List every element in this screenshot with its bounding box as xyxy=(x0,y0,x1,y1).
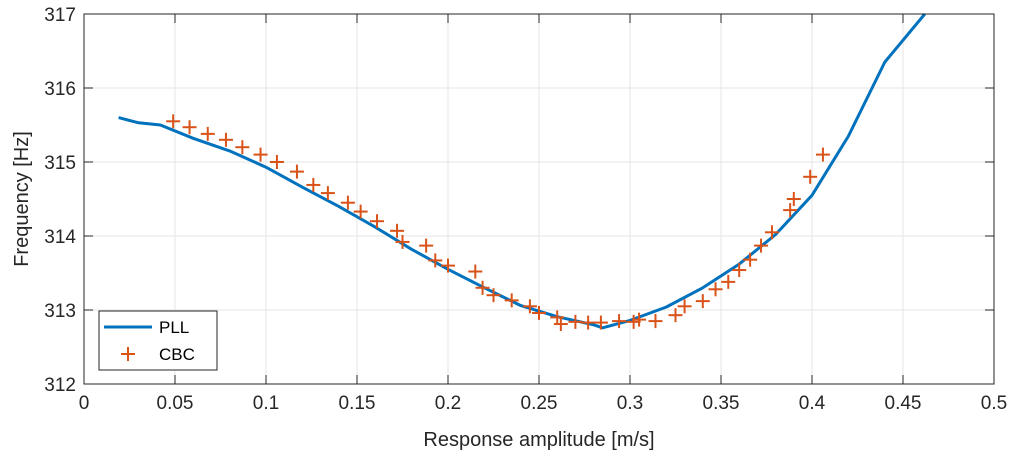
x-tick-label: 0.05 xyxy=(157,393,194,414)
series-cbc-point xyxy=(504,293,519,308)
x-tick-label: 0.4 xyxy=(799,393,826,414)
series-cbc-point xyxy=(632,312,647,327)
series-cbc-point xyxy=(708,282,723,297)
legend-cbc-swatch xyxy=(121,347,135,361)
series-cbc-point xyxy=(581,315,596,330)
series-cbc-point xyxy=(306,177,321,192)
series-cbc-point xyxy=(695,294,710,309)
x-axis-title: Response amplitude [m/s] xyxy=(423,429,654,451)
x-tick-label: 0.3 xyxy=(617,393,643,414)
series-cbc-point xyxy=(743,252,758,267)
series-cbc-point xyxy=(783,203,798,218)
series-cbc-point xyxy=(419,238,434,253)
y-tick-label: 317 xyxy=(44,5,76,26)
series-cbc-point xyxy=(721,274,736,289)
series-cbc-point xyxy=(390,223,405,238)
x-tick-label: 0.15 xyxy=(339,393,376,414)
series-cbc-point xyxy=(553,317,568,332)
series-cbc-point xyxy=(786,192,801,206)
series-cbc-point xyxy=(486,288,501,303)
legend: PLL CBC xyxy=(98,310,218,371)
series-cbc-point xyxy=(815,147,830,162)
series-cbc-point xyxy=(532,305,546,320)
y-axis-title: Frequency [Hz] xyxy=(11,131,33,267)
series-cbc-point xyxy=(353,204,368,219)
series-cbc-point xyxy=(182,120,197,135)
series-cbc-point xyxy=(269,155,284,169)
series-cbc-markers xyxy=(166,114,830,332)
series-cbc-point xyxy=(289,164,304,179)
series-cbc-point xyxy=(764,225,779,240)
series-pll-line xyxy=(118,13,926,330)
y-tick-label: 316 xyxy=(44,79,76,100)
y-tick-labels: 312 313 314 315 316 317 xyxy=(44,5,76,396)
series-cbc-point xyxy=(568,314,583,329)
plot-content xyxy=(118,13,926,332)
y-tick-label: 313 xyxy=(44,301,76,322)
series-cbc-point xyxy=(395,234,410,249)
series-cbc-point xyxy=(428,253,443,268)
legend-box xyxy=(98,310,218,371)
x-tick-labels: 0 0.05 0.1 0.15 0.2 0.25 0.3 0.35 0.4 0.45 0.5 xyxy=(79,393,1008,414)
series-cbc-point xyxy=(803,169,818,184)
series-cbc-point xyxy=(612,314,627,329)
series-cbc-point xyxy=(253,147,268,162)
ticks xyxy=(83,13,995,385)
x-tick-label: 0 xyxy=(79,393,90,414)
x-tick-label: 0.45 xyxy=(885,393,922,414)
series-cbc-point xyxy=(550,310,565,325)
series-cbc-point xyxy=(732,263,747,278)
series-cbc-point xyxy=(648,314,663,329)
series-cbc-point xyxy=(370,214,385,229)
series-cbc-point xyxy=(320,186,335,201)
series-cbc-point xyxy=(200,126,215,141)
y-tick-label: 312 xyxy=(44,375,76,396)
legend-pll-label: PLL xyxy=(159,318,189,337)
series-cbc-point xyxy=(340,195,355,210)
x-tick-label: 0.2 xyxy=(435,393,461,414)
series-cbc-point xyxy=(235,140,250,155)
x-tick-label: 0.5 xyxy=(981,393,1007,414)
series-cbc-point xyxy=(677,299,692,314)
series-cbc-point xyxy=(754,238,769,253)
series-cbc-point xyxy=(475,280,490,295)
series-cbc-point xyxy=(593,315,608,330)
series-cbc-point xyxy=(441,258,455,273)
x-tick-label: 0.25 xyxy=(521,393,558,414)
series-cbc-point xyxy=(522,299,537,314)
y-tick-label: 315 xyxy=(44,153,76,174)
series-cbc-point xyxy=(218,132,233,147)
series-cbc-point xyxy=(166,114,181,129)
series-cbc-point xyxy=(668,308,683,323)
y-tick-label: 314 xyxy=(44,227,76,248)
x-tick-label: 0.35 xyxy=(703,393,740,414)
x-tick-label: 0.1 xyxy=(253,393,279,414)
series-cbc-point xyxy=(468,264,483,279)
legend-cbc-label: CBC xyxy=(159,345,195,364)
